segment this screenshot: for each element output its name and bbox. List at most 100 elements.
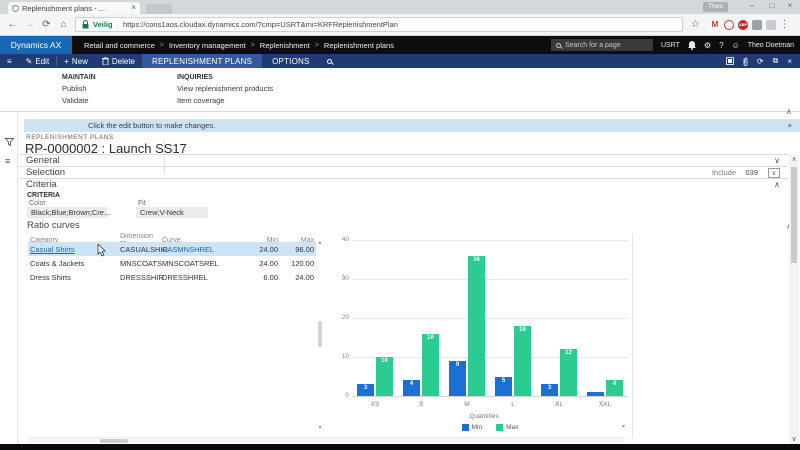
open-new-window-icon[interactable]: ⧉ [772,56,779,65]
curve-link[interactable]: MNSCOATSREL [162,258,219,268]
extension-icon[interactable] [766,19,776,30]
forward-icon[interactable]: → [24,19,35,30]
x-axis-title: Quantities [469,413,499,420]
browser-profile-badge[interactable]: Theo [703,2,728,12]
scroll-down-icon[interactable]: ▾ [318,425,322,431]
reload-icon[interactable]: ⟳ [42,19,51,30]
scroll-up-icon[interactable]: ∧ [791,156,797,163]
grid-scrollbar[interactable]: ▴ ▾ [316,239,324,431]
publish-button[interactable]: Publish [62,84,87,93]
user-name[interactable]: Theo Doetman [747,41,794,49]
category-link[interactable]: Casual Shirts [30,244,75,254]
category-link[interactable]: Dress Shirts [30,272,71,282]
section-general[interactable]: General ∨ [18,154,788,166]
close-page-icon[interactable]: × [787,56,792,66]
category-link[interactable]: Coats & Jackets [30,258,85,268]
window-close-icon[interactable]: × [787,1,793,10]
notification-message: Click the edit button to make changes. [88,121,216,130]
dynamics-logo[interactable]: Dynamics AX [0,36,72,54]
table-header: Category Dimension gr... Curve Min Max [28,233,316,247]
curve-link[interactable]: CASMNSHREL [162,244,215,254]
validate-button[interactable]: Validate [62,96,89,105]
scrollbar-thumb[interactable] [100,439,128,443]
breadcrumb-item[interactable]: Replenishment [259,40,310,50]
filter-funnel-icon[interactable] [5,138,14,146]
refresh-icon[interactable]: ⟳ [756,56,764,66]
column-curve[interactable]: Curve [162,236,181,244]
notifications-bell-icon[interactable] [687,40,696,50]
curve-link[interactable]: DRESSHREL [162,272,208,282]
view-replenishment-products-button[interactable]: View replenishment products [177,84,274,93]
chevron-up-icon[interactable]: ∧ [774,180,780,189]
chart-panel-divider [632,233,633,439]
notification-close-icon[interactable]: × [787,121,792,130]
left-rail: ≡ [0,112,18,444]
home-icon[interactable]: ⌂ [60,19,67,30]
url-text[interactable]: https://cons1aos.cloudax.dynamics.com/?c… [122,20,398,29]
legend-item-min[interactable]: Min [461,424,482,431]
tab-replenishment-plans[interactable]: REPLENISHMENT PLANS [141,54,263,68]
page-search-box[interactable]: Search for a page [550,39,653,51]
tab-close-icon[interactable]: × [131,3,136,12]
settings-gear-icon[interactable]: ⚙ [703,40,712,50]
column-category[interactable]: Category [30,236,59,244]
command-bar: ≡ ✎ Edit + New Delete REPLENISHMENT PLAN… [0,54,800,68]
horizontal-scrollbar[interactable] [28,437,625,443]
browser-tab[interactable]: Replenishment plans - ... × [8,2,140,14]
browser-menu-icon[interactable]: ⋮ [779,19,790,30]
company-selector[interactable]: USRT [660,41,680,49]
fit-field[interactable]: Crew;V-Neck [136,207,208,218]
item-coverage-button[interactable]: Item coverage [177,96,225,105]
mouse-cursor [97,244,106,257]
chevron-down-icon[interactable]: ∨ [774,156,780,165]
breadcrumb-item[interactable]: Inventory management [168,40,246,50]
attachments-paperclip-icon[interactable] [743,57,748,66]
color-field[interactable]: Black;Blue;Brown;Cre... [27,207,110,218]
scrollbar-thumb[interactable] [318,321,322,347]
list-view-icon[interactable]: ≡ [5,156,11,166]
table-row[interactable]: Dress Shirts DRESSSHIR DRESSHREL 6.00 24… [28,270,316,284]
browser-titlebar: Replenishment plans - ... × Theo – □ × [0,0,800,14]
adblock-extension-icon[interactable]: ABP [738,19,748,30]
nav-hamburger-icon[interactable]: ≡ [7,56,12,66]
feedback-smiley-icon[interactable]: ☺ [731,40,740,50]
command-search-icon[interactable] [320,54,339,68]
window-maximize-icon[interactable]: □ [769,1,775,10]
window-minimize-icon[interactable]: – [749,1,755,10]
breadcrumb-item[interactable]: Replenishment plans [323,40,394,50]
table-row[interactable]: Coats & Jackets MNSCOATS MNSCOATSREL 24.… [28,256,316,270]
breadcrumb-item[interactable]: Retail and commerce [84,40,155,50]
scrollbar-thumb[interactable] [791,167,797,263]
edit-button[interactable]: ✎ Edit [25,56,50,66]
scroll-up-icon[interactable]: ▴ [318,240,322,246]
opera-extension-icon[interactable] [724,19,734,30]
bar-min-xxl [587,392,604,396]
back-icon[interactable]: ← [7,19,18,30]
extension-icon[interactable] [752,19,762,30]
omnibox-separator: | [116,19,119,30]
open-in-office-icon[interactable] [726,57,734,65]
table-row[interactable]: Casual Shirts CASUALSHIR CASMNSHREL 24.0… [28,242,316,256]
tab-options[interactable]: OPTIONS [272,56,310,66]
new-tab-button[interactable] [146,4,172,14]
delete-button[interactable]: Delete [95,54,142,68]
bar-value-label: 12 [565,350,572,357]
address-bar[interactable]: Veilig | https://cons1aos.cloudax.dynami… [75,17,683,32]
new-button[interactable]: + New [64,56,88,66]
bar-max-xl [560,349,577,396]
help-icon[interactable]: ? [719,40,724,50]
collapse-action-pane-icon[interactable]: ∧ [786,107,792,116]
page-scrollbar[interactable]: ∧ ∨ [789,155,799,443]
column-min[interactable]: Min [266,236,278,244]
legend-item-max[interactable]: Max [496,424,518,431]
column-max[interactable]: Max [300,236,314,244]
include-dropdown-button[interactable]: ∨ [768,167,780,178]
section-selection[interactable]: Selection Include 039 ∨ [18,166,788,178]
gmail-extension-icon[interactable]: M [710,19,720,30]
bookmark-star-icon[interactable]: ☆ [691,19,700,30]
section-criteria[interactable]: Criteria ∧ [18,178,788,190]
action-pane-flyout: MAINTAIN Publish Validate INQUIRIES View… [0,68,800,174]
chart-scroll-down-icon[interactable]: ▾ [622,424,626,430]
scroll-down-icon[interactable]: ∨ [791,436,797,443]
breadcrumb: Retail and commerce > Inventory manageme… [84,41,551,50]
